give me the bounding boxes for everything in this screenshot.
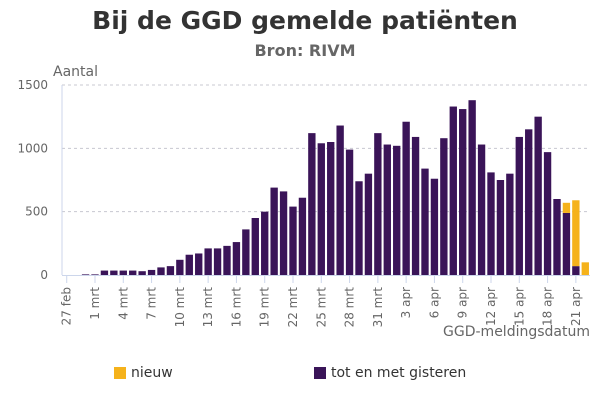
y-tick-label: 1000	[17, 141, 48, 155]
bar-tot-en-met-gisteren[interactable]	[232, 242, 241, 275]
x-tick-label: 19 mrt	[258, 287, 272, 328]
bar-tot-en-met-gisteren[interactable]	[506, 173, 514, 275]
bar-tot-en-met-gisteren[interactable]	[525, 129, 533, 275]
axes: 0 500 1000 1500 27 feb 1 mrt 4 mrt 7 mrt 10 mrt 1…	[17, 78, 590, 327]
y-tick-label: 0	[40, 268, 48, 282]
bar-tot-en-met-gisteren[interactable]	[204, 248, 212, 275]
bar-tot-en-met-gisteren[interactable]	[185, 254, 193, 275]
bar-tot-en-met-gisteren[interactable]	[195, 253, 203, 275]
bar-tot-en-met-gisteren[interactable]	[468, 100, 476, 275]
bar-tot-en-met-gisteren[interactable]	[487, 172, 495, 275]
bar-tot-en-met-gisteren[interactable]	[91, 274, 99, 275]
bar-tot-en-met-gisteren[interactable]	[147, 269, 156, 275]
bar-tot-en-met-gisteren[interactable]	[129, 270, 137, 275]
chart-title: Bij de GGD gemelde patiënten	[92, 6, 518, 35]
bar-tot-en-met-gisteren[interactable]	[562, 212, 571, 275]
x-tick-label: 31 mrt	[371, 287, 385, 328]
x-tick-label: 1 mrt	[88, 287, 102, 320]
bar-tot-en-met-gisteren[interactable]	[402, 121, 410, 275]
y-axis-title: Aantal	[53, 64, 98, 80]
x-tick-label: 16 mrt	[229, 287, 243, 328]
x-tick-label: 3 apr	[399, 287, 413, 318]
bar-tot-en-met-gisteren[interactable]	[176, 259, 184, 275]
bar-tot-en-met-gisteren[interactable]	[553, 199, 561, 275]
bar-tot-en-met-gisteren[interactable]	[223, 245, 231, 275]
bar-tot-en-met-gisteren[interactable]	[213, 248, 222, 275]
bar-tot-en-met-gisteren[interactable]	[166, 266, 175, 275]
bar-tot-en-met-gisteren[interactable]	[110, 270, 118, 275]
legend-swatch-tot-en-met-gisteren	[314, 367, 326, 379]
legend-item-nieuw[interactable]: nieuw	[114, 365, 173, 381]
bar-tot-en-met-gisteren[interactable]	[242, 229, 250, 275]
bar-tot-en-met-gisteren[interactable]	[119, 270, 127, 275]
x-tick-label: 6 apr	[427, 287, 441, 318]
bar-tot-en-met-gisteren[interactable]	[572, 266, 580, 275]
bar-tot-en-met-gisteren[interactable]	[251, 218, 259, 275]
y-tick-label: 1500	[17, 78, 48, 92]
bar-tot-en-met-gisteren[interactable]	[430, 178, 439, 275]
x-tick-label: 28 mrt	[343, 287, 357, 328]
x-tick-label: 7 mrt	[145, 287, 159, 320]
bar-tot-en-met-gisteren[interactable]	[261, 211, 269, 275]
bar-tot-en-met-gisteren[interactable]	[345, 149, 354, 275]
x-tick-label: 22 mrt	[286, 287, 300, 328]
x-tick-label: 15 apr	[512, 287, 526, 326]
x-tick-label: 12 apr	[484, 287, 498, 326]
x-tick-label: 10 mrt	[173, 287, 187, 328]
bar-tot-en-met-gisteren[interactable]	[374, 133, 382, 275]
bar-tot-en-met-gisteren[interactable]	[157, 267, 165, 275]
bar-tot-en-met-gisteren[interactable]	[383, 144, 391, 275]
bars	[81, 100, 589, 275]
bar-tot-en-met-gisteren[interactable]	[138, 271, 146, 275]
x-tick-label: 4 mrt	[116, 287, 130, 320]
bar-tot-en-met-gisteren[interactable]	[496, 180, 505, 275]
bar-tot-en-met-gisteren[interactable]	[81, 274, 90, 275]
bar-nieuw[interactable]	[562, 202, 571, 213]
bar-nieuw[interactable]	[572, 200, 580, 267]
bar-tot-en-met-gisteren[interactable]	[440, 138, 448, 275]
bar-tot-en-met-gisteren[interactable]	[317, 143, 325, 275]
bar-tot-en-met-gisteren[interactable]	[411, 136, 420, 275]
x-tick-label: 18 apr	[541, 287, 555, 326]
legend-item-tot-en-met-gisteren[interactable]: tot en met gisteren	[314, 365, 466, 381]
x-axis-title: GGD-meldingsdatum	[443, 324, 590, 340]
legend-label-nieuw: nieuw	[131, 365, 173, 381]
bar-tot-en-met-gisteren[interactable]	[543, 152, 552, 275]
bar-tot-en-met-gisteren[interactable]	[355, 181, 363, 275]
bar-tot-en-met-gisteren[interactable]	[364, 173, 373, 275]
x-tick-label: 27 feb	[60, 287, 74, 325]
bar-tot-en-met-gisteren[interactable]	[298, 197, 307, 275]
legend-label-tot-en-met-gisteren: tot en met gisteren	[331, 365, 467, 381]
y-tick-label: 500	[25, 205, 48, 219]
x-tick-label: 21 apr	[569, 287, 583, 326]
bar-tot-en-met-gisteren[interactable]	[308, 133, 316, 275]
bar-tot-en-met-gisteren[interactable]	[336, 125, 344, 275]
chart-subtitle: Bron: RIVM	[254, 41, 356, 60]
x-tick-label: 13 mrt	[201, 287, 215, 328]
bar-tot-en-met-gisteren[interactable]	[459, 109, 467, 275]
x-tick-label: 9 apr	[456, 287, 470, 318]
bar-nieuw[interactable]	[581, 262, 589, 275]
x-tick-label: 25 mrt	[314, 287, 328, 328]
bar-tot-en-met-gisteren[interactable]	[477, 144, 486, 275]
bar-tot-en-met-gisteren[interactable]	[327, 142, 335, 275]
legend-swatch-nieuw	[114, 367, 126, 379]
bar-tot-en-met-gisteren[interactable]	[393, 145, 401, 275]
bar-tot-en-met-gisteren[interactable]	[100, 270, 109, 275]
bar-tot-en-met-gisteren[interactable]	[289, 206, 297, 275]
bar-tot-en-met-gisteren[interactable]	[421, 168, 429, 275]
bar-tot-en-met-gisteren[interactable]	[279, 191, 288, 275]
bar-tot-en-met-gisteren[interactable]	[534, 116, 542, 275]
bar-tot-en-met-gisteren[interactable]	[515, 136, 523, 275]
bar-tot-en-met-gisteren[interactable]	[449, 106, 457, 275]
bar-tot-en-met-gisteren[interactable]	[270, 187, 278, 275]
